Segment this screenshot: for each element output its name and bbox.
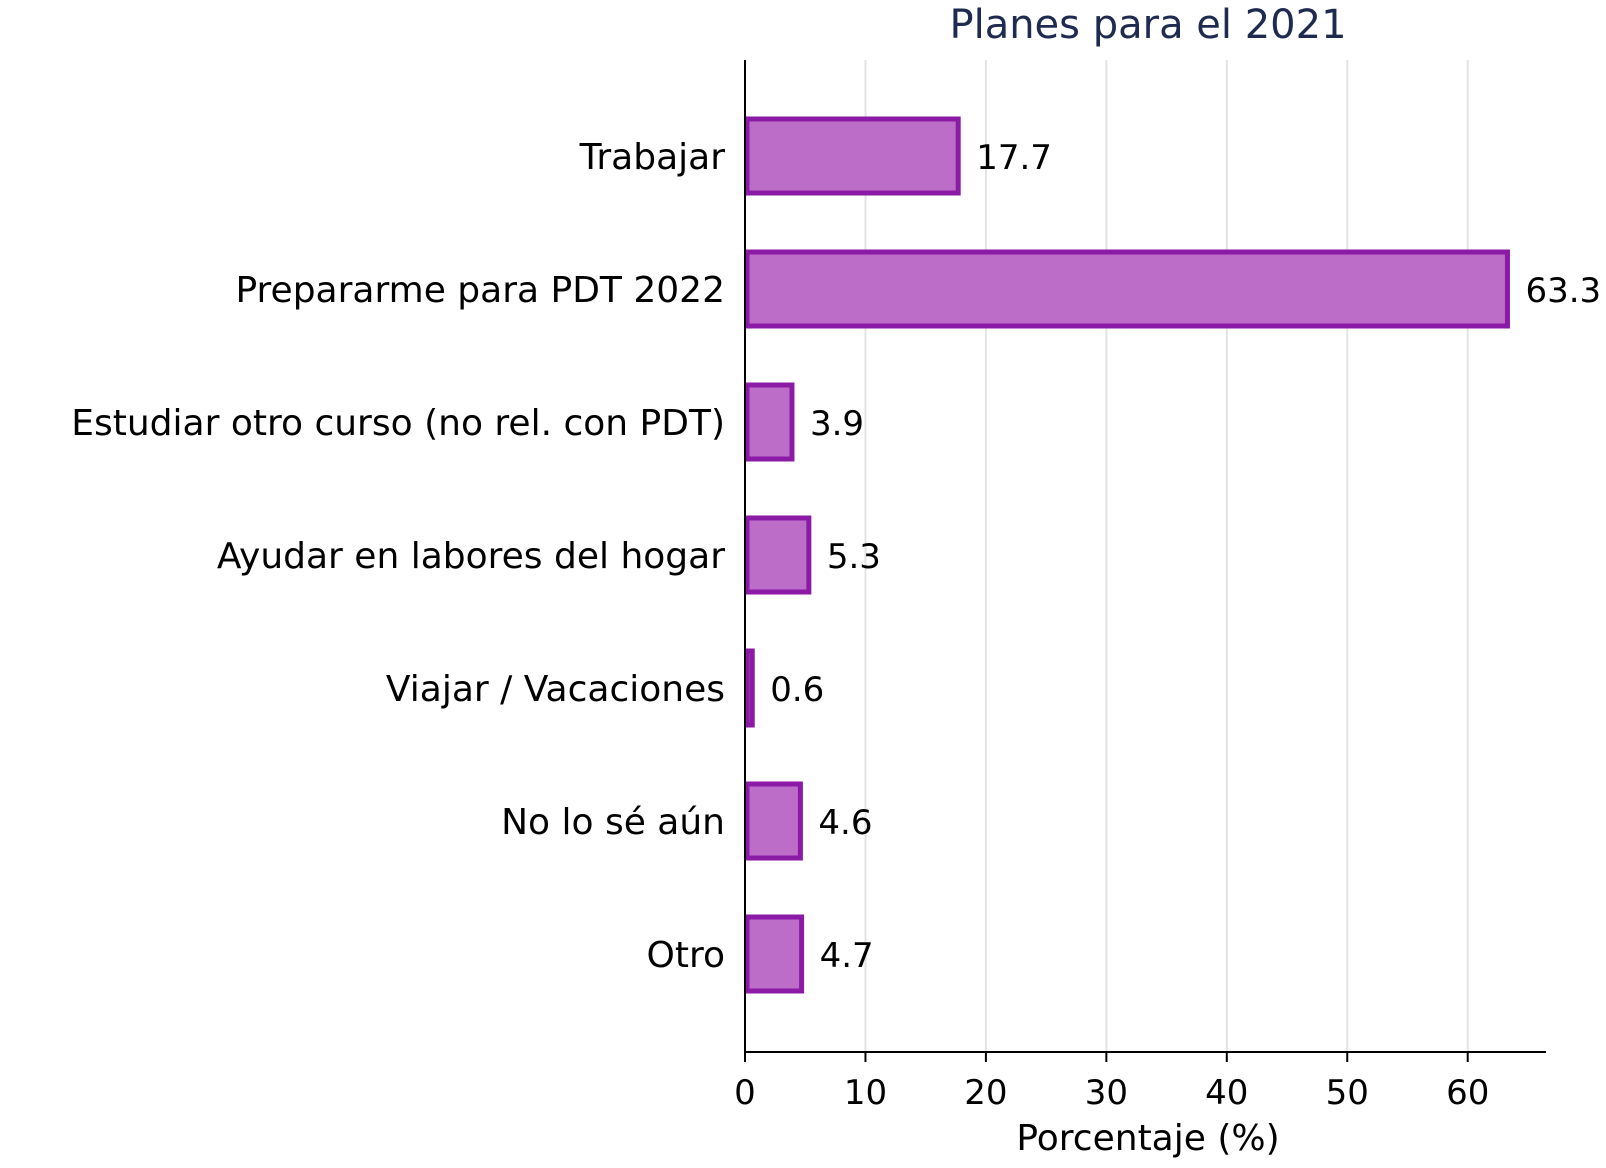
bar-6 — [744, 914, 805, 994]
bar-3 — [744, 515, 812, 595]
value-label: 4.7 — [820, 936, 874, 976]
axis-layer: 0 10 20 30 40 50 60 — [734, 60, 1546, 1113]
category-label: Ayudar en labores del hogar — [217, 536, 725, 577]
value-label: 3.9 — [810, 404, 864, 444]
x-tick-label: 50 — [1326, 1073, 1369, 1113]
category-label: Estudiar otro curso (no rel. con PDT) — [71, 403, 725, 444]
category-label: Viajar / Vacaciones — [386, 669, 725, 710]
x-axis-title: Porcentaje (%) — [1016, 1118, 1279, 1159]
grid-layer — [864, 60, 1469, 1052]
category-label: Trabajar — [579, 137, 726, 178]
bar-layer — [744, 116, 1510, 994]
bar-0 — [744, 116, 961, 196]
x-tick-label: 20 — [964, 1073, 1007, 1113]
x-tick-label: 0 — [734, 1073, 756, 1113]
value-label: 4.6 — [818, 803, 872, 843]
x-tick-label: 60 — [1446, 1073, 1489, 1113]
bar-4 — [744, 648, 755, 728]
x-tick-label: 40 — [1205, 1073, 1248, 1113]
x-tick-label: 30 — [1085, 1073, 1128, 1113]
category-label: Prepararme para PDT 2022 — [235, 270, 725, 311]
bar-1 — [744, 249, 1510, 329]
value-label: 0.6 — [770, 670, 824, 710]
bar-5 — [744, 781, 803, 861]
x-tick-label: 10 — [844, 1073, 887, 1113]
chart-title: Planes para el 2021 — [949, 2, 1346, 48]
category-label: No lo sé aún — [501, 802, 725, 843]
value-label: 17.7 — [976, 138, 1052, 178]
category-label: Otro — [647, 935, 726, 976]
value-label: 63.3 — [1525, 271, 1601, 311]
value-label: 5.3 — [827, 537, 881, 577]
bar-2 — [744, 382, 795, 462]
label-layer: Trabajar 17.7 Prepararme para PDT 2022 63.3… — [71, 137, 1601, 976]
